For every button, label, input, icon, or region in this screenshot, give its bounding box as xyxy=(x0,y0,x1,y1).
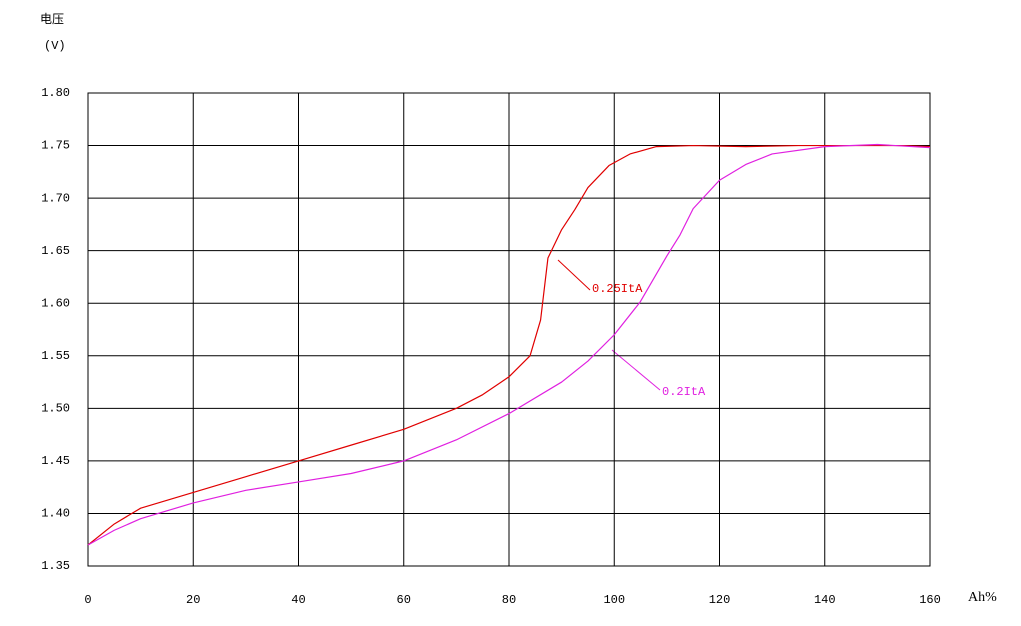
series-label: 0.25ItA xyxy=(592,282,643,296)
y-tick-label: 1.75 xyxy=(41,139,70,153)
y-axis-label: 电压 xyxy=(40,12,64,27)
y-tick-label: 1.50 xyxy=(41,402,70,416)
x-tick-label: 20 xyxy=(186,593,200,607)
y-tick-label: 1.60 xyxy=(41,296,70,310)
y-tick-label: 1.65 xyxy=(41,244,70,258)
y-tick-label: 1.35 xyxy=(41,559,70,573)
x-tick-label: 140 xyxy=(814,593,836,607)
x-tick-label: 160 xyxy=(919,593,941,607)
series-label: 0.2ItA xyxy=(662,385,706,399)
y-tick-label: 1.40 xyxy=(41,507,70,521)
x-tick-label: 80 xyxy=(502,593,516,607)
x-tick-label: 0 xyxy=(84,593,91,607)
y-tick-label: 1.55 xyxy=(41,349,70,363)
series-line xyxy=(87,143,931,546)
x-tick-label: 100 xyxy=(603,593,625,607)
x-tick-label: 120 xyxy=(709,593,731,607)
annotation-leader xyxy=(611,349,661,391)
annotation-leader xyxy=(557,259,591,291)
y-axis-unit: (V) xyxy=(44,39,66,53)
y-tick-label: 1.80 xyxy=(41,86,70,100)
y-tick-label: 1.45 xyxy=(41,454,70,468)
x-tick-label: 40 xyxy=(291,593,305,607)
series-line xyxy=(87,144,931,546)
x-tick-label: 60 xyxy=(397,593,411,607)
x-axis-label: Ah% xyxy=(968,590,997,605)
y-tick-label: 1.70 xyxy=(41,191,70,205)
